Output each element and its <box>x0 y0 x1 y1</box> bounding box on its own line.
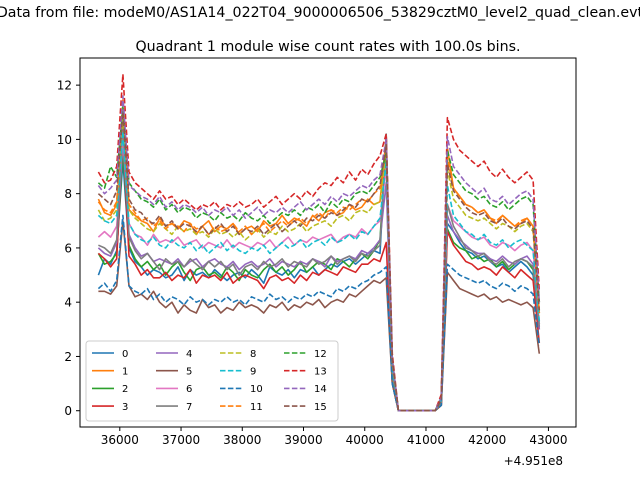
series-line-10 <box>97 214 541 412</box>
y-tick-label: 12 <box>57 79 72 93</box>
x-tick-label: 39000 <box>284 433 322 447</box>
legend-label-2: 2 <box>122 384 128 395</box>
legend-label-5: 5 <box>186 367 192 378</box>
y-tick-label: 6 <box>64 241 72 255</box>
legend-label-6: 6 <box>186 384 192 395</box>
series-lines <box>97 73 541 412</box>
series-line-7 <box>98 122 541 412</box>
series-line-12 <box>97 106 541 412</box>
legend-label-13: 13 <box>314 367 327 378</box>
legend-label-4: 4 <box>186 349 192 360</box>
series-line-5 <box>98 220 541 412</box>
x-axis: 36000 37000 38000 39000 40000 41000 42000 43000 <box>101 427 568 447</box>
legend-label-3: 3 <box>122 402 128 413</box>
x-tick-label: 42000 <box>468 433 506 447</box>
series-line-3 <box>97 130 541 412</box>
legend-label-0: 0 <box>122 349 128 360</box>
y-tick-label: 4 <box>64 296 72 310</box>
y-tick-label: 2 <box>64 350 72 364</box>
chart-title: Quadrant 1 module wise count rates with … <box>135 39 520 55</box>
chart-suptitle: Data from file: modeM0/AS1A14_022T04_900… <box>0 5 640 21</box>
plot-frame <box>79 57 577 428</box>
legend-frame <box>85 340 339 422</box>
series-line-13 <box>97 73 541 412</box>
y-tick-label: 0 <box>64 404 72 418</box>
x-tick-label: 38000 <box>223 433 261 447</box>
legend-label-15: 15 <box>314 402 327 413</box>
x-tick-label: 41000 <box>407 433 445 447</box>
legend-label-11: 11 <box>250 402 263 413</box>
series-line-14 <box>97 95 541 412</box>
x-offset-label: +4.951e8 <box>504 454 563 468</box>
y-axis: 0 2 4 6 8 10 12 <box>57 79 80 418</box>
legend-label-10: 10 <box>250 384 263 395</box>
series-line-11 <box>97 97 541 412</box>
y-tick-label: 8 <box>64 187 72 201</box>
legend-label-8: 8 <box>250 349 256 360</box>
x-tick-label: 36000 <box>101 433 139 447</box>
series-line-9 <box>97 130 541 412</box>
series-line-8 <box>97 114 541 412</box>
x-tick-label: 40000 <box>346 433 384 447</box>
legend-label-1: 1 <box>122 367 128 378</box>
x-tick-label: 43000 <box>529 433 567 447</box>
legend-label-12: 12 <box>314 349 327 360</box>
legend-label-14: 14 <box>314 384 327 395</box>
legend-label-7: 7 <box>186 402 192 413</box>
series-line-15 <box>97 111 541 412</box>
y-tick-label: 10 <box>57 133 72 147</box>
legend-label-9: 9 <box>250 367 256 378</box>
x-tick-label: 37000 <box>162 433 200 447</box>
